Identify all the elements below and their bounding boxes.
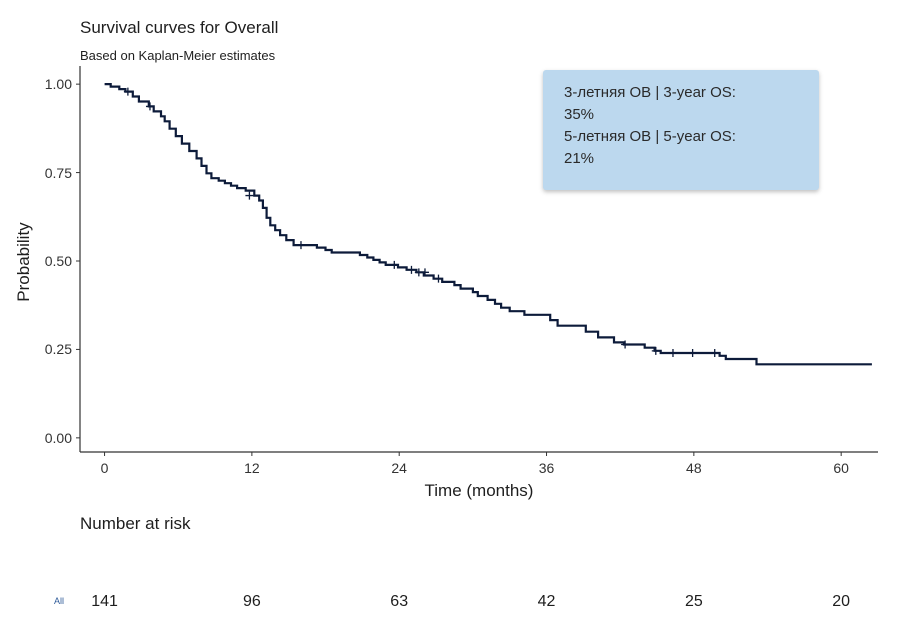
x-tick-label: 60 (833, 460, 849, 476)
censor-mark (245, 191, 254, 200)
x-tick-label: 12 (244, 460, 260, 476)
y-tick-label: 0.00 (44, 429, 72, 446)
y-tick-label: 0.50 (44, 253, 72, 269)
censor-mark (390, 260, 399, 269)
annotation-5yr-value: 21% (564, 150, 595, 167)
x-tick-label: 48 (686, 460, 702, 476)
x-tick-label: 0 (100, 460, 109, 476)
censor-mark (621, 340, 630, 349)
y-tick-label: 0.25 (44, 341, 72, 358)
chart-title: Survival curves for Overall (80, 18, 279, 37)
censor-mark (668, 348, 677, 357)
survival-annotation-box: 3-летняя ОВ | 3-year OS: 35% 5-летняя ОВ… (543, 70, 819, 190)
censor-mark (688, 348, 697, 357)
x-tick-label: 36 (538, 460, 555, 476)
censor-mark (710, 348, 719, 357)
censor-mark (420, 268, 429, 277)
x-tick-label: 24 (391, 460, 407, 476)
risk-table-title: Number at risk (80, 514, 191, 533)
censor-mark (123, 87, 132, 96)
censor-mark (145, 102, 154, 111)
annotation-3yr-value: 35% (564, 106, 595, 123)
x-axis-label: Time (months) (424, 481, 534, 500)
chart-subtitle: Based on Kaplan-Meier estimates (80, 48, 276, 63)
survival-curve (104, 83, 872, 366)
risk-table-stratum: All (54, 596, 65, 606)
risk-count: 141 (91, 593, 118, 610)
censor-mark (651, 346, 660, 355)
annotation-5yr-label: 5-летняя ОВ | 5-year OS: (564, 128, 736, 145)
risk-count: 63 (390, 593, 409, 610)
censor-mark (296, 241, 305, 250)
risk-count: 20 (832, 593, 851, 610)
risk-count: 25 (684, 593, 703, 610)
risk-count: 42 (537, 593, 556, 610)
y-tick-label: 1.00 (44, 76, 72, 93)
censor-mark (407, 265, 416, 274)
annotation-3yr-label: 3-летняя ОВ | 3-year OS: (564, 84, 736, 101)
y-tick-label: 0.75 (44, 164, 72, 181)
censor-mark (434, 274, 443, 283)
risk-count: 96 (242, 593, 261, 610)
